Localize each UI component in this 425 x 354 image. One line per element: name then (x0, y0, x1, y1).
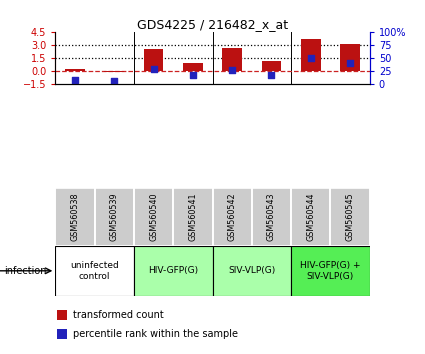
Bar (331, 188, 370, 246)
Text: SIV-VLP(G): SIV-VLP(G) (228, 266, 275, 275)
Point (111, 78, 118, 84)
Text: GSM560545: GSM560545 (346, 193, 354, 241)
Text: transformed count: transformed count (73, 310, 164, 320)
Point (150, 67, 157, 72)
Text: GSM560543: GSM560543 (267, 193, 276, 241)
Bar (57, 310, 67, 320)
Bar (291, 246, 370, 296)
Text: GSM560541: GSM560541 (188, 193, 197, 241)
Bar (65, 69, 85, 71)
Bar (301, 39, 320, 71)
Text: GSM560542: GSM560542 (228, 193, 237, 241)
Bar (222, 48, 242, 71)
Point (268, 72, 275, 78)
Bar (55, 246, 134, 296)
Bar (57, 329, 67, 339)
Bar (212, 246, 291, 296)
Title: GDS4225 / 216482_x_at: GDS4225 / 216482_x_at (137, 18, 288, 31)
Point (229, 67, 235, 73)
Bar (105, 71, 124, 72)
Bar (252, 188, 291, 246)
Text: HIV-GFP(G): HIV-GFP(G) (148, 266, 198, 275)
Point (190, 72, 196, 78)
Text: GSM560544: GSM560544 (306, 193, 315, 241)
Point (307, 56, 314, 61)
Bar (262, 61, 281, 71)
Text: GSM560539: GSM560539 (110, 193, 119, 241)
Text: GSM560540: GSM560540 (149, 193, 158, 241)
Bar (173, 188, 212, 246)
Point (71, 77, 78, 83)
Point (347, 60, 354, 66)
Bar (94, 188, 134, 246)
Text: HIV-GFP(G) +
SIV-VLP(G): HIV-GFP(G) + SIV-VLP(G) (300, 261, 361, 280)
Bar (340, 44, 360, 71)
Bar (144, 49, 163, 71)
Bar (183, 63, 203, 71)
Text: GSM560538: GSM560538 (71, 193, 79, 241)
Text: infection: infection (4, 266, 47, 276)
Text: uninfected
control: uninfected control (70, 261, 119, 280)
Bar (134, 188, 173, 246)
Bar (212, 188, 252, 246)
Bar (55, 188, 94, 246)
Bar (291, 188, 331, 246)
Text: percentile rank within the sample: percentile rank within the sample (73, 329, 238, 339)
Bar (134, 246, 212, 296)
